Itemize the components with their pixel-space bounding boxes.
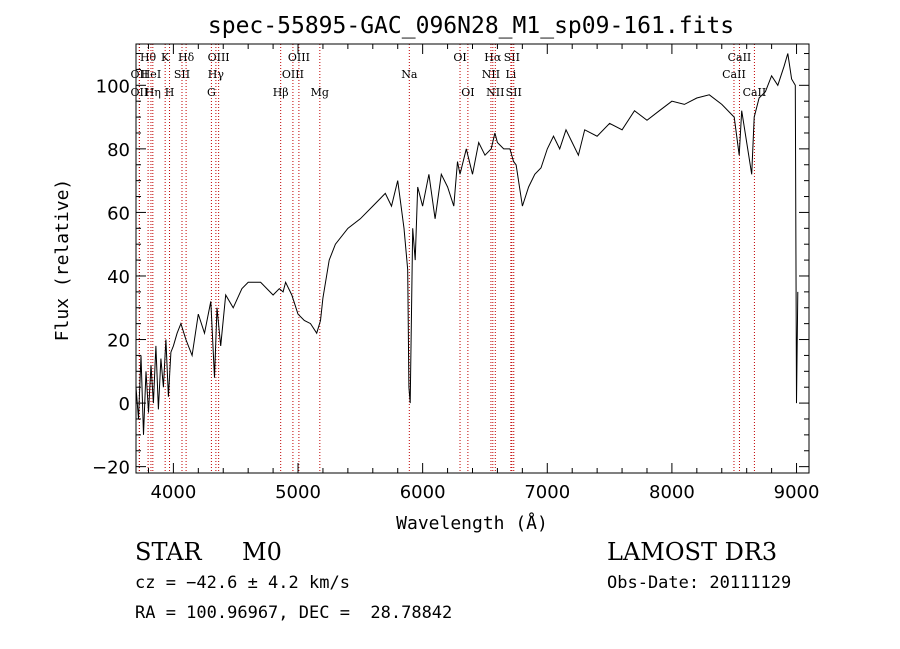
marker-label-23: Li: [505, 68, 516, 81]
marker-label-1: Hθ: [140, 51, 157, 64]
y-tick-label: 80: [107, 140, 130, 161]
obs-date: Obs-Date: 20111129: [607, 573, 792, 593]
x-axis: 4000 5000 6000 7000 8000 9000: [147, 44, 820, 503]
marker-label-3: HeI: [141, 68, 161, 81]
x-tick-label: 7000: [524, 482, 570, 503]
object-subclass: M0: [242, 538, 282, 566]
marker-label-6: SII: [174, 68, 190, 81]
x-axis-label: Wavelength (Å): [396, 512, 548, 534]
marker-label-24: SII: [506, 86, 522, 99]
y-tick-label: 60: [107, 203, 130, 224]
y-tick-label: 20: [107, 331, 130, 352]
marker-label-11: G: [207, 86, 216, 99]
y-tick-label: 40: [107, 267, 130, 288]
marker-label-18: OI: [461, 86, 474, 99]
marker-label-8: Hδ: [178, 51, 195, 64]
marker-label-14: OIII: [282, 68, 304, 81]
marker-label-16: Na: [401, 68, 418, 81]
marker-label-17: OI: [453, 51, 466, 64]
marker-label-2: OII: [131, 86, 149, 99]
marker-label-26: CaII: [722, 68, 746, 81]
y-tick-label: 100: [96, 76, 130, 97]
y-axis: −20 0 20 40 60 80 100: [92, 53, 809, 479]
spectrum-chart: spec-55895-GAC_096N28_M1_sp09-161.fits O…: [52, 13, 820, 534]
x-tick-label: 6000: [400, 482, 446, 503]
marker-label-25: CaII: [728, 51, 752, 64]
redshift-value: cz = −42.6 ± 4.2 km/s: [135, 573, 350, 593]
plot-frame: [135, 43, 810, 474]
marker-label-5: K: [161, 51, 170, 64]
marker-label-4: Hη: [145, 86, 161, 99]
marker-label-7: H: [165, 86, 175, 99]
chart-title: spec-55895-GAC_096N28_M1_sp09-161.fits: [208, 13, 734, 39]
x-tick-label: 4000: [150, 482, 196, 503]
x-tick-label: 9000: [774, 482, 820, 503]
coordinates: RA = 100.96967, DEC = 28.78842: [135, 603, 453, 623]
marker-label-15: Mg: [311, 86, 329, 99]
x-tick-label: 8000: [649, 482, 695, 503]
marker-label-9: OIII: [208, 51, 230, 64]
marker-label-27: CaII: [743, 86, 767, 99]
object-class: STAR: [135, 538, 202, 566]
spectrum-line: [135, 53, 799, 435]
y-tick-label: −20: [92, 458, 130, 479]
marker-label-20: NII: [482, 68, 500, 81]
survey-name: LAMOST DR3: [607, 538, 778, 566]
marker-label-10: Hγ: [208, 68, 225, 81]
marker-label-22: SII: [504, 51, 520, 64]
marker-label-19: Hα: [484, 51, 502, 64]
marker-label-12: Hβ: [273, 86, 289, 99]
y-tick-label: 0: [119, 394, 130, 415]
y-axis-label: Flux (relative): [52, 179, 73, 342]
marker-label-13: OIII: [288, 51, 310, 64]
x-tick-label: 5000: [275, 482, 321, 503]
marker-label-21: NII: [486, 86, 504, 99]
